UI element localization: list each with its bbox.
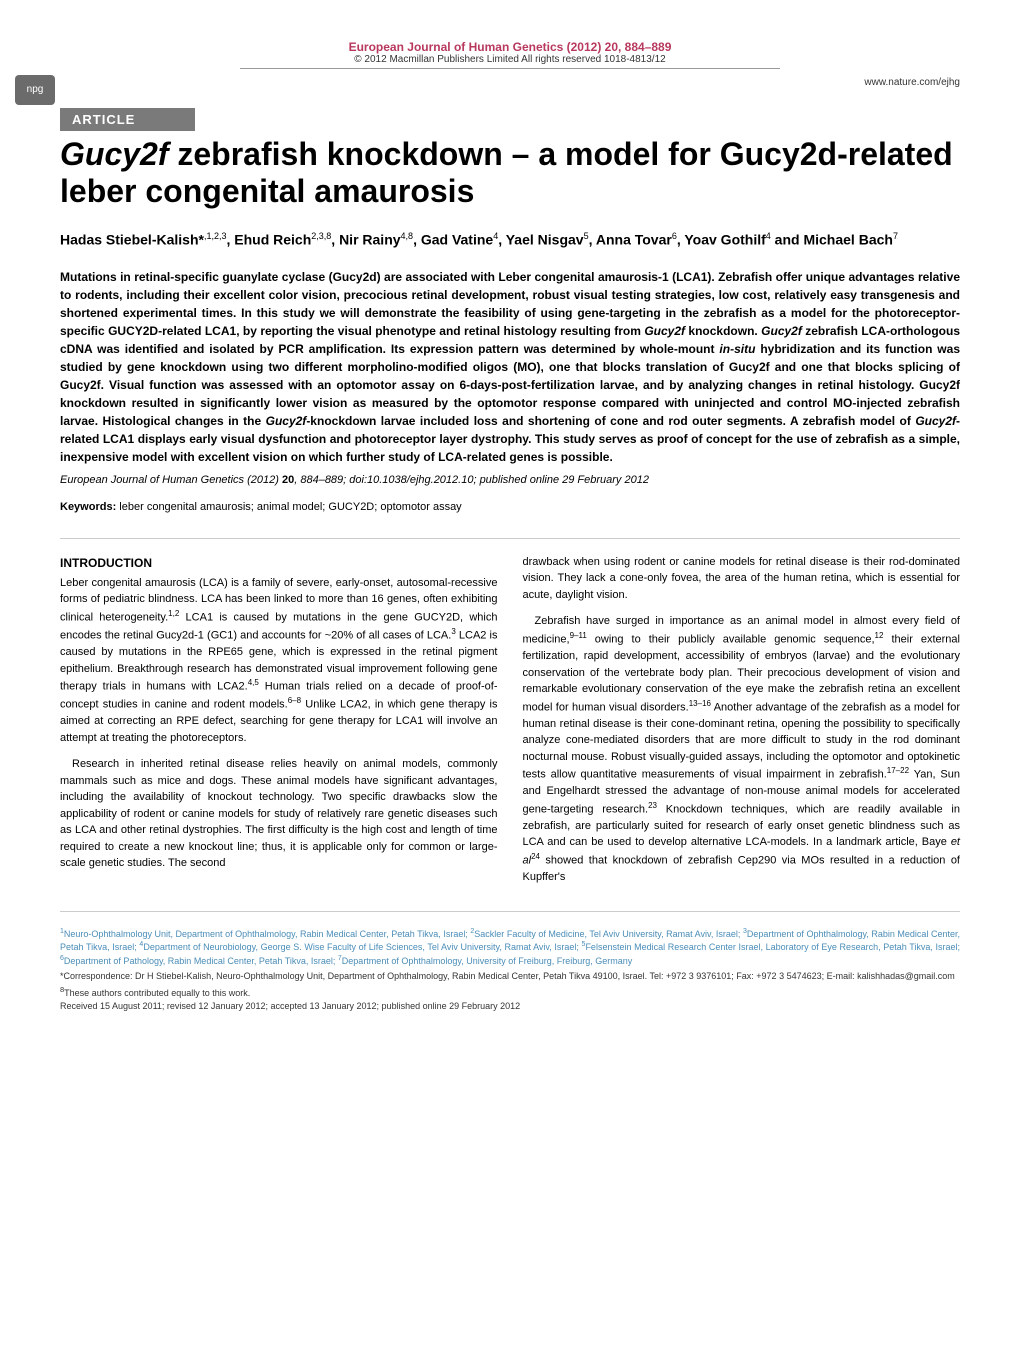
footer-separator (60, 911, 960, 912)
citation-volume: 20 (282, 474, 294, 486)
right-column: drawback when using rodent or canine mod… (523, 554, 961, 896)
citation-journal: European Journal of Human Genetics (60, 474, 244, 486)
keywords-label: Keywords: (60, 501, 116, 513)
body-columns: INTRODUCTION Leber congenital amaurosis … (60, 554, 960, 896)
citation-line: European Journal of Human Genetics (2012… (60, 474, 960, 486)
article-title: Gucy2f zebrafish knockdown – a model for… (60, 136, 960, 210)
title-gene-name: Gucy2f (60, 136, 168, 172)
intro-paragraph-3: drawback when using rodent or canine mod… (523, 554, 961, 604)
section-separator (60, 538, 960, 539)
affiliations-text: 1Neuro-Ophthalmology Unit, Department of… (60, 927, 960, 968)
keywords-text: leber congenital amaurosis; animal model… (116, 501, 461, 513)
citation-year: (2012) (247, 474, 282, 486)
title-rest: zebrafish knockdown – a model for Gucy2d… (60, 136, 953, 209)
website-url: www.nature.com/ejhg (60, 77, 960, 88)
header-rule (240, 68, 780, 69)
abstract-text: Mutations in retinal-specific guanylate … (60, 268, 960, 466)
copyright-line: © 2012 Macmillan Publishers Limited All … (60, 54, 960, 65)
npg-badge: npg (15, 75, 55, 105)
article-type-label: ARTICLE (60, 108, 195, 131)
journal-header: European Journal of Human Genetics (2012… (60, 40, 960, 69)
equal-contribution-note: 8These authors contributed equally to th… (60, 985, 960, 998)
page-container: European Journal of Human Genetics (2012… (0, 0, 1020, 1041)
citation-pages: , 884–889; doi:10.1038/ejhg.2012.10; pub… (294, 474, 649, 486)
left-column: INTRODUCTION Leber congenital amaurosis … (60, 554, 498, 896)
intro-paragraph-4: Zebrafish have surged in importance as a… (523, 613, 961, 885)
received-dates: Received 15 August 2011; revised 12 Janu… (60, 1001, 960, 1011)
introduction-heading: INTRODUCTION (60, 554, 498, 572)
keywords-line: Keywords: leber congenital amaurosis; an… (60, 501, 960, 513)
journal-title: European Journal of Human Genetics (2012… (60, 40, 960, 54)
intro-paragraph-1: Leber congenital amaurosis (LCA) is a fa… (60, 575, 498, 747)
authors-list: Hadas Stiebel-Kalish*,1,2,3, Ehud Reich2… (60, 230, 960, 250)
correspondence-text: *Correspondence: Dr H Stiebel-Kalish, Ne… (60, 970, 960, 983)
intro-paragraph-2: Research in inherited retinal disease re… (60, 756, 498, 872)
